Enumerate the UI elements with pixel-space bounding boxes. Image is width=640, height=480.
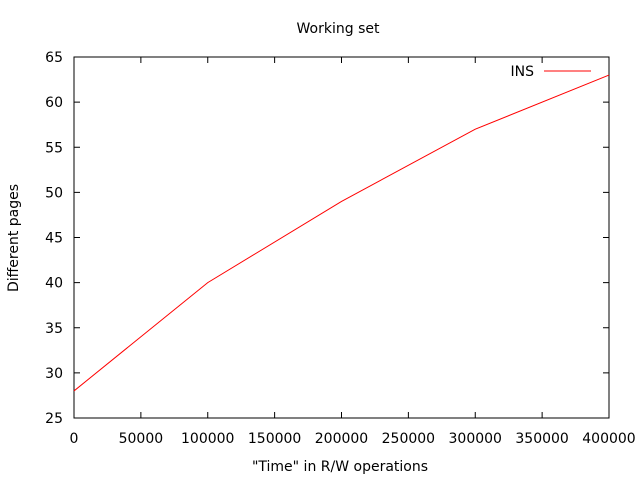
x-tick-label: 0 xyxy=(70,431,79,447)
y-tick-label: 55 xyxy=(45,140,63,156)
x-tick-label: 400000 xyxy=(582,431,635,447)
x-tick-label: 300000 xyxy=(449,431,502,447)
y-tick-label: 60 xyxy=(45,95,63,111)
x-tick-label: 200000 xyxy=(315,431,368,447)
series-layer xyxy=(73,74,610,392)
y-tick-label: 30 xyxy=(45,366,63,382)
x-tick-label: 150000 xyxy=(248,431,301,447)
x-tick-label: 100000 xyxy=(181,431,234,447)
plot-frame xyxy=(73,56,610,419)
y-axis-label: Different pages xyxy=(6,184,22,292)
series-line-ins xyxy=(73,74,610,392)
y-tick-label: 35 xyxy=(45,321,63,337)
y-tick-label: 25 xyxy=(45,411,63,427)
x-tick-label: 50000 xyxy=(119,431,164,447)
y-tick-label: 65 xyxy=(45,50,63,66)
y-tick-label: 45 xyxy=(45,231,63,247)
legend: INS xyxy=(511,64,591,80)
x-tick-label: 250000 xyxy=(382,431,435,447)
y-tick-label: 50 xyxy=(45,185,63,201)
legend-label-ins: INS xyxy=(511,64,535,80)
y-tick-label: 40 xyxy=(45,276,63,292)
y-axis: 25 30 35 40 45 50 55 60 65 xyxy=(45,50,609,427)
x-tick-label: 350000 xyxy=(515,431,568,447)
x-axis: 0 50000 100000 150000 200000 250000 300000 3500… xyxy=(70,57,636,447)
chart-title: Working set xyxy=(297,21,380,37)
x-axis-label: "Time" in R/W operations xyxy=(252,459,428,475)
